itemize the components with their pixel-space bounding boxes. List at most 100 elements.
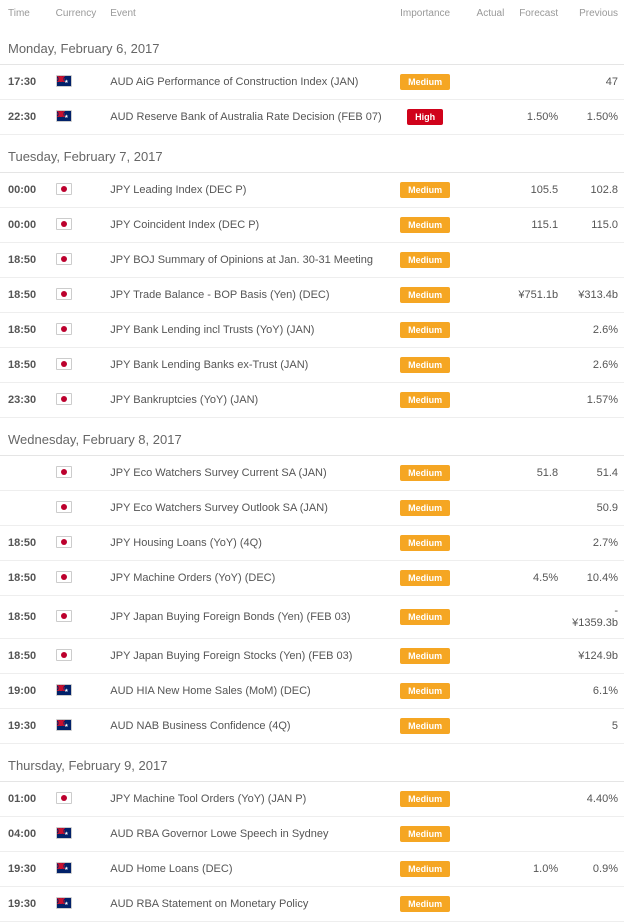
medium-badge: Medium bbox=[400, 217, 450, 233]
cell-previous: 10.4% bbox=[564, 561, 624, 596]
table-row[interactable]: 18:50JPY Machine Orders (YoY) (DEC)Mediu… bbox=[0, 561, 624, 596]
table-row[interactable]: 01:00 JPY Machine Tool Orders (YoY) (JAN … bbox=[0, 782, 624, 817]
table-row[interactable]: 18:50JPY Housing Loans (YoY) (4Q)Medium2… bbox=[0, 526, 624, 561]
cell-actual bbox=[459, 674, 510, 709]
col-actual[interactable]: Actual bbox=[459, 0, 510, 27]
cell-event[interactable]: JPY Machine Tool Orders (YoY) (JAN P) bbox=[102, 782, 389, 817]
col-importance[interactable]: Importance bbox=[389, 0, 459, 27]
medium-badge: Medium bbox=[400, 252, 450, 268]
cell-time: 04:00 bbox=[0, 817, 48, 852]
cell-event[interactable]: AUD RBA Governor Lowe Speech in Sydney bbox=[102, 817, 389, 852]
cell-previous: -¥1359.3b bbox=[564, 596, 624, 639]
medium-badge: Medium bbox=[400, 287, 450, 303]
cell-actual bbox=[459, 348, 510, 383]
day-header: Thursday, February 9, 2017 bbox=[0, 744, 624, 782]
cell-flag bbox=[48, 674, 103, 709]
cell-flag bbox=[48, 173, 103, 208]
table-row[interactable]: 18:50JPY Bank Lending Banks ex-Trust (JA… bbox=[0, 348, 624, 383]
japan-flag-icon bbox=[56, 536, 72, 548]
cell-event[interactable]: JPY BOJ Summary of Opinions at Jan. 30-3… bbox=[102, 243, 389, 278]
cell-forecast bbox=[510, 243, 564, 278]
cell-event[interactable]: JPY Bankruptcies (YoY) (JAN) bbox=[102, 383, 389, 418]
cell-event[interactable]: JPY Coincident Index (DEC P) bbox=[102, 208, 389, 243]
cell-time: 18:50 bbox=[0, 243, 48, 278]
cell-forecast bbox=[510, 348, 564, 383]
cell-previous: 102.8 bbox=[564, 173, 624, 208]
cell-event[interactable]: AUD Reserve Bank of Australia Rate Decis… bbox=[102, 100, 389, 135]
cell-event[interactable]: AUD NAB Business Confidence (4Q) bbox=[102, 709, 389, 744]
col-time[interactable]: Time bbox=[0, 0, 48, 27]
cell-event[interactable]: AUD HIA New Home Sales (MoM) (DEC) bbox=[102, 674, 389, 709]
cell-time: 23:30 bbox=[0, 383, 48, 418]
day-header: Tuesday, February 7, 2017 bbox=[0, 135, 624, 173]
cell-event[interactable]: JPY Housing Loans (YoY) (4Q) bbox=[102, 526, 389, 561]
table-row[interactable]: 19:30AUD NAB Business Confidence (4Q)Med… bbox=[0, 709, 624, 744]
cell-event[interactable]: JPY Japan Buying Foreign Stocks (Yen) (F… bbox=[102, 639, 389, 674]
table-row[interactable]: 19:00AUD HIA New Home Sales (MoM) (DEC)M… bbox=[0, 674, 624, 709]
cell-actual bbox=[459, 782, 510, 817]
cell-importance: Medium bbox=[389, 383, 459, 418]
cell-importance: Medium bbox=[389, 313, 459, 348]
cell-event[interactable]: JPY Bank Lending Banks ex-Trust (JAN) bbox=[102, 348, 389, 383]
cell-previous: 2.6% bbox=[564, 348, 624, 383]
table-row[interactable]: 04:00 AUD RBA Governor Lowe Speech in Syd… bbox=[0, 817, 624, 852]
cell-time bbox=[0, 491, 48, 526]
table-row[interactable]: 18:50JPY Trade Balance - BOP Basis (Yen)… bbox=[0, 278, 624, 313]
medium-badge: Medium bbox=[400, 718, 450, 734]
table-row[interactable]: 19:30AUD Home Loans (DEC)Medium1.0%0.9% bbox=[0, 852, 624, 887]
cell-actual bbox=[459, 208, 510, 243]
japan-flag-icon bbox=[56, 288, 72, 300]
table-row[interactable]: 18:50JPY Bank Lending incl Trusts (YoY) … bbox=[0, 313, 624, 348]
table-row[interactable]: 22:30AUD Reserve Bank of Australia Rate … bbox=[0, 100, 624, 135]
cell-forecast bbox=[510, 491, 564, 526]
cell-event[interactable]: AUD Home Loans (DEC) bbox=[102, 852, 389, 887]
col-forecast[interactable]: Forecast bbox=[510, 0, 564, 27]
japan-flag-icon bbox=[56, 393, 72, 405]
cell-previous: 2.6% bbox=[564, 313, 624, 348]
table-row[interactable]: 18:50JPY Japan Buying Foreign Stocks (Ye… bbox=[0, 639, 624, 674]
table-row[interactable]: 00:00JPY Coincident Index (DEC P)Medium1… bbox=[0, 208, 624, 243]
table-row[interactable]: JPY Eco Watchers Survey Outlook SA (JAN)… bbox=[0, 491, 624, 526]
cell-event[interactable]: AUD RBA Statement on Monetary Policy bbox=[102, 887, 389, 922]
table-row[interactable]: 23:30JPY Bankruptcies (YoY) (JAN)Medium1… bbox=[0, 383, 624, 418]
medium-badge: Medium bbox=[400, 535, 450, 551]
medium-badge: Medium bbox=[400, 861, 450, 877]
cell-event[interactable]: AUD AiG Performance of Construction Inde… bbox=[102, 65, 389, 100]
cell-importance: Medium bbox=[389, 887, 459, 922]
table-row[interactable]: 19:30 AUD RBA Statement on Monetary Polic… bbox=[0, 887, 624, 922]
cell-importance: Medium bbox=[389, 561, 459, 596]
cell-event[interactable]: JPY Eco Watchers Survey Current SA (JAN) bbox=[102, 456, 389, 491]
medium-badge: Medium bbox=[400, 683, 450, 699]
cell-importance: Medium bbox=[389, 596, 459, 639]
cell-importance: Medium bbox=[389, 674, 459, 709]
cell-flag bbox=[48, 348, 103, 383]
table-row[interactable]: 17:30AUD AiG Performance of Construction… bbox=[0, 65, 624, 100]
medium-badge: Medium bbox=[400, 322, 450, 338]
col-currency[interactable]: Currency bbox=[48, 0, 103, 27]
cell-importance: High bbox=[389, 100, 459, 135]
australia-flag-icon bbox=[56, 684, 72, 696]
cell-importance: Medium bbox=[389, 456, 459, 491]
cell-time: 19:30 bbox=[0, 887, 48, 922]
cell-time: 01:00 bbox=[0, 782, 48, 817]
cell-event[interactable]: JPY Trade Balance - BOP Basis (Yen) (DEC… bbox=[102, 278, 389, 313]
medium-badge: Medium bbox=[400, 500, 450, 516]
cell-event[interactable]: JPY Bank Lending incl Trusts (YoY) (JAN) bbox=[102, 313, 389, 348]
table-row[interactable]: JPY Eco Watchers Survey Current SA (JAN)… bbox=[0, 456, 624, 491]
cell-actual bbox=[459, 852, 510, 887]
cell-forecast: 105.5 bbox=[510, 173, 564, 208]
cell-actual bbox=[459, 561, 510, 596]
cell-event[interactable]: JPY Leading Index (DEC P) bbox=[102, 173, 389, 208]
table-row[interactable]: 18:50 JPY BOJ Summary of Opinions at Jan.… bbox=[0, 243, 624, 278]
col-previous[interactable]: Previous bbox=[564, 0, 624, 27]
col-event[interactable]: Event bbox=[102, 0, 389, 27]
cell-event[interactable]: JPY Japan Buying Foreign Bonds (Yen) (FE… bbox=[102, 596, 389, 639]
cell-event[interactable]: JPY Eco Watchers Survey Outlook SA (JAN) bbox=[102, 491, 389, 526]
cell-forecast bbox=[510, 639, 564, 674]
table-row[interactable]: 18:50JPY Japan Buying Foreign Bonds (Yen… bbox=[0, 596, 624, 639]
cell-forecast bbox=[510, 313, 564, 348]
medium-badge: Medium bbox=[400, 896, 450, 912]
table-row[interactable]: 00:00JPY Leading Index (DEC P)Medium105.… bbox=[0, 173, 624, 208]
cell-previous bbox=[564, 817, 624, 852]
cell-event[interactable]: JPY Machine Orders (YoY) (DEC) bbox=[102, 561, 389, 596]
